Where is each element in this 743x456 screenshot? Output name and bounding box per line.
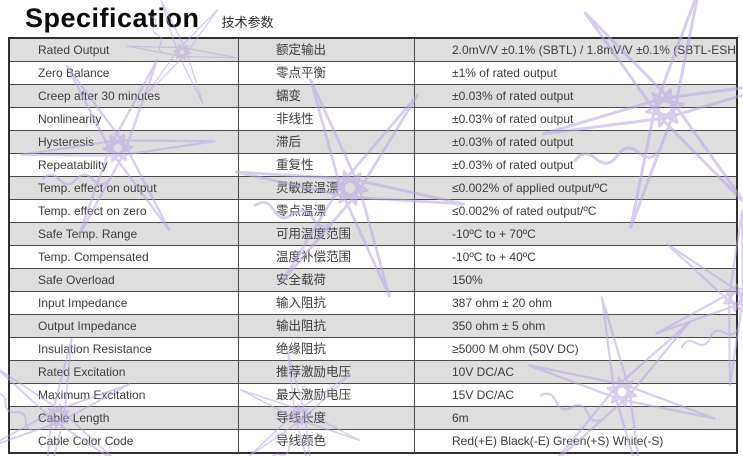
table-row: Maximum Excitation 最大激励电压 15V DC/AC <box>10 384 736 407</box>
spec-name-en: Rated Output <box>10 39 239 61</box>
spec-name-zh: 输入阻抗 <box>239 292 415 314</box>
spec-value: 15V DC/AC <box>452 388 515 402</box>
table-row: Output Impedance 输出阻抗 350 ohm ± 5 ohm <box>10 315 736 338</box>
table-row: Hysteresis 滞后 ±0.03% of rated output <box>10 131 736 154</box>
spec-name-zh: 蠕变 <box>239 85 415 107</box>
spec-name-zh: 导线长度 <box>239 407 415 429</box>
spec-value: ≤0.002% of rated output/ºC <box>452 204 597 218</box>
spec-name-zh: 推荐激励电压 <box>239 361 415 383</box>
table-row: Safe Temp. Range 可用温度范围 -10ºC to + 70ºC <box>10 223 736 246</box>
spec-value: Red(+E) Black(-E) Green(+S) White(-S) <box>452 434 664 448</box>
spec-name-en: Temp. Compensated <box>10 246 239 268</box>
spec-name-en: Nonlinearity <box>10 108 239 130</box>
spec-name-en: Temp. effect on output <box>10 177 239 199</box>
spec-name-zh: 最大激励电压 <box>239 384 415 406</box>
spec-name-en: Maximum Excitation <box>10 384 239 406</box>
spec-name-zh: 温度补偿范围 <box>239 246 415 268</box>
spec-value: 150% <box>452 273 483 287</box>
page-subtitle: 技术参数 <box>221 15 274 30</box>
table-row: Nonlinearity 非线性 ±0.03% of rated output <box>10 108 736 131</box>
spec-value: -10ºC to + 70ºC <box>452 227 536 241</box>
table-row: Temp. Compensated 温度补偿范围 -10ºC to + 40ºC <box>10 246 736 269</box>
table-row: Temp. effect on zero 零点温漂 ≤0.002% of rat… <box>10 200 736 223</box>
spec-name-zh: 额定输出 <box>239 39 415 61</box>
spec-name-zh: 输出阻抗 <box>239 315 415 337</box>
spec-name-en: Hysteresis <box>10 131 239 153</box>
table-row: Cable Color Code 导线颜色 Red(+E) Black(-E) … <box>10 430 736 452</box>
spec-name-zh: 灵敏度温漂 <box>239 177 415 199</box>
spec-name-en: Repeatability <box>10 154 239 176</box>
spec-value: ±0.03% of rated output <box>452 135 574 149</box>
page-title: Specification <box>25 3 200 33</box>
spec-value: ±0.03% of rated output <box>452 158 574 172</box>
spec-value: ≥5000 M ohm (50V DC) <box>452 342 579 356</box>
spec-name-en: Cable Length <box>10 407 239 429</box>
spec-value: 10V DC/AC <box>452 365 515 379</box>
specification-table: Rated Output 额定输出 2.0mV/V ±0.1% (SBTL) /… <box>8 37 738 454</box>
table-row: Insulation Resistance 绝缘阻抗 ≥5000 M ohm (… <box>10 338 736 361</box>
spec-value: ±1% of rated output <box>452 66 557 80</box>
spec-value: 350 ohm ± 5 ohm <box>452 319 546 333</box>
spec-name-zh: 安全载荷 <box>239 269 415 291</box>
spec-name-zh: 导线颜色 <box>239 430 415 452</box>
spec-name-en: Insulation Resistance <box>10 338 239 360</box>
spec-name-zh: 重复性 <box>239 154 415 176</box>
spec-name-en: Zero Balance <box>10 62 239 84</box>
spec-name-zh: 滞后 <box>239 131 415 153</box>
spec-name-zh: 非线性 <box>239 108 415 130</box>
spec-value: -10ºC to + 40ºC <box>452 250 536 264</box>
page-header: Specification 技术参数 <box>25 2 274 34</box>
table-row: Safe Overload 安全载荷 150% <box>10 269 736 292</box>
spec-name-en: Temp. effect on zero <box>10 200 239 222</box>
spec-name-zh: 零点平衡 <box>239 62 415 84</box>
table-row: Zero Balance 零点平衡 ±1% of rated output <box>10 62 736 85</box>
table-row: Temp. effect on output 灵敏度温漂 ≤0.002% of … <box>10 177 736 200</box>
table-row: Input Impedance 输入阻抗 387 ohm ± 20 ohm <box>10 292 736 315</box>
spec-name-zh: 可用温度范围 <box>239 223 415 245</box>
spec-value: 6m <box>452 411 469 425</box>
table-row: Creep after 30 minutes 蠕变 ±0.03% of rate… <box>10 85 736 108</box>
spec-value: ≤0.002% of applied output/ºC <box>452 181 608 195</box>
spec-name-en: Safe Overload <box>10 269 239 291</box>
spec-value: 2.0mV/V ±0.1% (SBTL) / 1.8mV/V ±0.1% (SB… <box>452 43 736 57</box>
table-row: Cable Length 导线长度 6m <box>10 407 736 430</box>
spec-name-en: Output Impedance <box>10 315 239 337</box>
table-row: Rated Excitation 推荐激励电压 10V DC/AC <box>10 361 736 384</box>
spec-name-en: Rated Excitation <box>10 361 239 383</box>
spec-value: 387 ohm ± 20 ohm <box>452 296 552 310</box>
spec-name-en: Cable Color Code <box>10 430 239 452</box>
spec-value: ±0.03% of rated output <box>452 89 574 103</box>
table-row: Rated Output 额定输出 2.0mV/V ±0.1% (SBTL) /… <box>10 39 736 62</box>
spec-value: ±0.03% of rated output <box>452 112 574 126</box>
spec-name-en: Input Impedance <box>10 292 239 314</box>
table-row: Repeatability 重复性 ±0.03% of rated output <box>10 154 736 177</box>
spec-name-zh: 零点温漂 <box>239 200 415 222</box>
spec-name-en: Creep after 30 minutes <box>10 85 239 107</box>
spec-name-en: Safe Temp. Range <box>10 223 239 245</box>
spec-name-zh: 绝缘阻抗 <box>239 338 415 360</box>
